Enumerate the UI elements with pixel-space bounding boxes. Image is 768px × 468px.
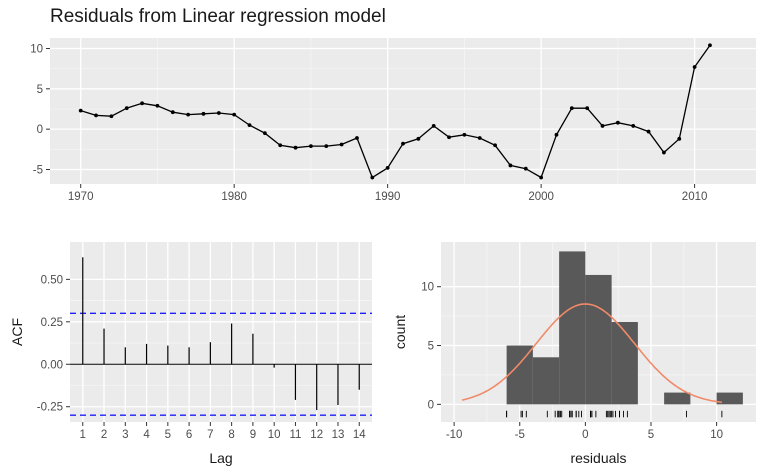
acf-x-axis-title: Lag bbox=[209, 450, 232, 466]
residual-point bbox=[508, 163, 513, 168]
residual-point bbox=[493, 143, 497, 148]
residual-point bbox=[78, 108, 83, 113]
acf-x-tick-label: 2 bbox=[101, 429, 107, 441]
residual-point bbox=[232, 112, 237, 117]
hist-x-axis-title: residuals bbox=[570, 450, 626, 466]
hist-x-tick-label: 5 bbox=[648, 429, 654, 441]
residual-point bbox=[370, 175, 375, 180]
residual-point bbox=[216, 111, 221, 115]
ts-x-tick-label: 1990 bbox=[375, 191, 401, 203]
acf-y-tick-label: 0.00 bbox=[41, 359, 63, 371]
residual-point bbox=[431, 124, 436, 128]
histogram-bar bbox=[559, 251, 586, 405]
residual-series-line bbox=[80, 44, 711, 179]
residual-point bbox=[539, 175, 544, 180]
hist-x-tick-label: -5 bbox=[515, 429, 525, 441]
hist-y-tick-label: 0 bbox=[428, 399, 434, 411]
acf-panel-background bbox=[70, 242, 372, 422]
residual-point bbox=[447, 135, 451, 140]
hist-y-tick-label: 10 bbox=[421, 282, 434, 294]
acf-y-tick-label: 0.50 bbox=[41, 274, 63, 286]
acf-x-tick-label: 5 bbox=[165, 429, 171, 441]
acf-x-tick-label: 12 bbox=[310, 429, 323, 441]
acf-x-tick-label: 14 bbox=[353, 429, 366, 441]
normal-density-curve bbox=[461, 303, 723, 404]
residual-point bbox=[708, 43, 712, 48]
ts-x-tick-label: 1980 bbox=[221, 191, 247, 203]
residual-point bbox=[140, 101, 144, 106]
residual-point bbox=[247, 123, 252, 128]
acf-x-tick-label: 13 bbox=[332, 429, 345, 441]
residual-point bbox=[309, 144, 313, 148]
residual-point bbox=[692, 65, 697, 69]
ts-y-tick-label: 5 bbox=[37, 84, 43, 96]
acf-y-axis-title: ACF bbox=[9, 318, 25, 346]
histogram-bar bbox=[611, 322, 638, 405]
residual-point bbox=[339, 142, 344, 147]
acf-y-tick-label: 0.25 bbox=[41, 317, 63, 329]
residual-point bbox=[155, 103, 160, 108]
hist-x-tick-label: -10 bbox=[446, 429, 463, 441]
residual-point bbox=[186, 112, 191, 117]
ts-y-tick-label: 0 bbox=[37, 124, 43, 136]
ts-x-tick-label: 1970 bbox=[68, 191, 94, 203]
residual-point bbox=[170, 110, 175, 115]
acf-y-tick-label: -0.25 bbox=[37, 402, 63, 414]
residual-point bbox=[278, 143, 283, 148]
ts-x-tick-label: 2000 bbox=[528, 191, 554, 203]
residual-point bbox=[585, 106, 590, 111]
residual-point bbox=[416, 136, 421, 141]
histogram-bar bbox=[506, 345, 533, 405]
residual-point bbox=[201, 111, 206, 116]
residual-point bbox=[662, 150, 666, 155]
residual-point bbox=[355, 136, 359, 140]
hist-x-tick-label: 0 bbox=[582, 429, 588, 441]
residual-point bbox=[109, 114, 114, 119]
acf-x-tick-label: 1 bbox=[80, 429, 86, 441]
ts-y-tick-label: -5 bbox=[33, 164, 43, 176]
histogram-bar bbox=[664, 392, 691, 405]
acf-x-tick-label: 6 bbox=[186, 429, 192, 441]
residual-point bbox=[646, 129, 651, 134]
acf-x-tick-label: 8 bbox=[228, 429, 234, 441]
hist-y-axis-title: count bbox=[392, 315, 408, 349]
residual-point bbox=[324, 144, 329, 148]
histogram-bar bbox=[585, 274, 612, 405]
residual-point bbox=[462, 132, 467, 137]
residual-point bbox=[293, 145, 298, 150]
residual-point bbox=[385, 165, 390, 170]
ts-y-tick-label: 10 bbox=[30, 43, 43, 55]
hist-x-tick-label: 10 bbox=[710, 429, 723, 441]
residual-point bbox=[615, 120, 620, 125]
acf-x-tick-label: 4 bbox=[143, 429, 150, 441]
histogram-bar bbox=[532, 357, 560, 405]
residual-point bbox=[124, 106, 129, 111]
residual-point bbox=[569, 106, 574, 111]
acf-x-tick-label: 3 bbox=[122, 429, 128, 441]
residual-point bbox=[631, 124, 636, 128]
residual-point bbox=[477, 136, 482, 140]
residual-point bbox=[401, 141, 405, 146]
residual-point bbox=[600, 124, 605, 128]
chart-title: Residuals from Linear regression model bbox=[50, 6, 386, 27]
ts-panel-background bbox=[50, 38, 756, 184]
residual-point bbox=[94, 113, 98, 118]
hist-y-tick-label: 5 bbox=[428, 341, 434, 353]
residual-point bbox=[262, 131, 267, 136]
residual-point bbox=[554, 132, 559, 137]
histogram-bar bbox=[716, 392, 743, 405]
acf-x-tick-label: 7 bbox=[207, 429, 213, 441]
acf-x-tick-label: 11 bbox=[289, 429, 301, 441]
residual-point bbox=[523, 166, 528, 171]
residual-point bbox=[677, 136, 682, 141]
ts-x-tick-label: 2010 bbox=[682, 191, 708, 203]
acf-x-tick-label: 10 bbox=[268, 429, 281, 441]
acf-x-tick-label: 9 bbox=[250, 429, 256, 441]
